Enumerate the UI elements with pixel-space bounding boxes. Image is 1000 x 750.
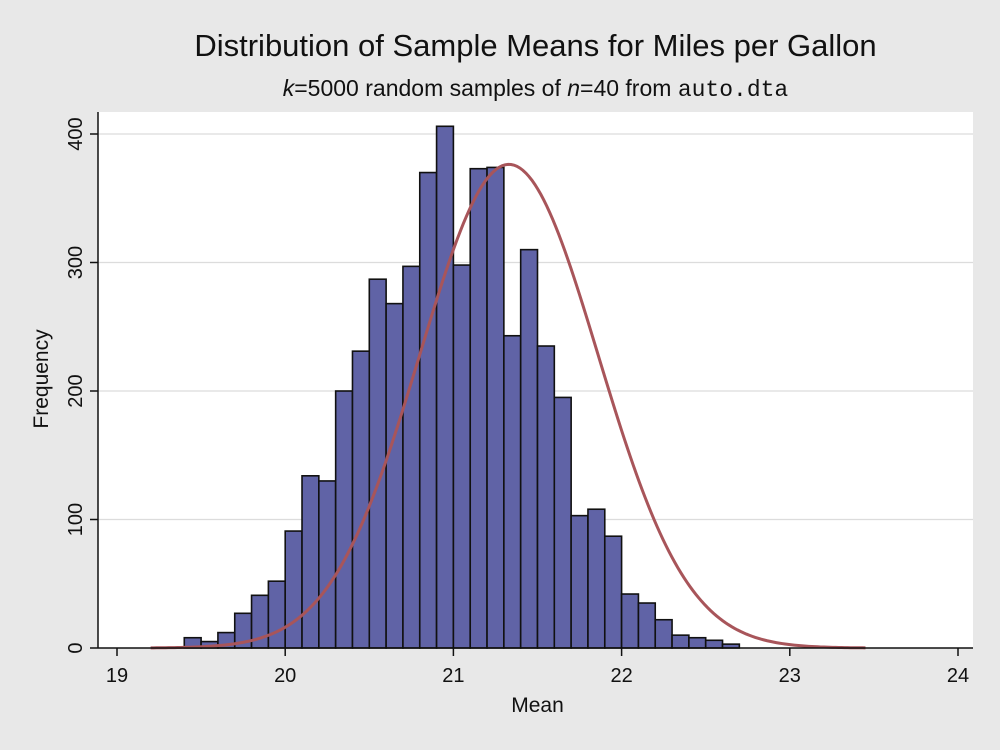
histogram-bar bbox=[385, 302, 404, 649]
histogram-bar bbox=[519, 248, 539, 649]
y-tick-label: 300 bbox=[65, 246, 87, 279]
y-tick-label: 100 bbox=[65, 503, 87, 536]
subtitle-n-text: =40 from bbox=[580, 75, 678, 101]
histogram-bar bbox=[418, 171, 438, 649]
y-tick-label: 400 bbox=[65, 117, 87, 150]
subtitle-k-text: =5000 random samples of bbox=[294, 75, 568, 101]
x-tick-label: 23 bbox=[779, 665, 801, 687]
histogram-bar bbox=[267, 580, 287, 649]
histogram-bar bbox=[486, 166, 505, 649]
histogram-bar bbox=[402, 265, 421, 649]
x-tick-label: 24 bbox=[947, 665, 969, 687]
x-tick-label: 19 bbox=[106, 665, 128, 687]
histogram-bar bbox=[334, 390, 354, 649]
histogram-bar bbox=[536, 345, 556, 649]
histogram-bar bbox=[637, 602, 657, 649]
histogram-bar bbox=[318, 480, 337, 649]
histogram-bar bbox=[553, 396, 572, 649]
histogram-bar bbox=[671, 634, 690, 649]
x-tick-label: 21 bbox=[442, 665, 464, 687]
normal-density-curve bbox=[150, 162, 866, 650]
histogram-bar bbox=[570, 514, 589, 649]
subtitle-dataset: auto.dta bbox=[677, 77, 789, 103]
histogram-bar bbox=[503, 334, 522, 649]
histogram-bar bbox=[587, 508, 606, 649]
histogram-bar bbox=[284, 530, 303, 649]
chart-subtitle: k=5000 random samples of n=40 from auto.… bbox=[98, 75, 973, 103]
histogram-bar bbox=[301, 475, 320, 649]
x-axis-title: Mean bbox=[511, 694, 564, 717]
histogram-bar bbox=[620, 593, 640, 649]
x-tick-label: 20 bbox=[274, 665, 296, 687]
y-tick-label: 200 bbox=[65, 374, 87, 407]
subtitle-n-symbol: n bbox=[567, 75, 581, 101]
histogram-bar bbox=[452, 264, 472, 649]
y-tick-label: 0 bbox=[65, 642, 87, 653]
histogram-bar bbox=[435, 125, 455, 649]
chart-title: Distribution of Sample Means for Miles p… bbox=[194, 28, 877, 63]
subtitle-k-symbol: k bbox=[282, 75, 295, 101]
x-tick-label: 22 bbox=[610, 665, 632, 687]
histogram-bar bbox=[351, 350, 371, 649]
histogram-bar bbox=[469, 167, 488, 649]
y-axis-title: Frequency bbox=[30, 329, 53, 429]
histogram-bar bbox=[704, 639, 724, 649]
histogram-bar bbox=[688, 636, 707, 649]
histogram-bar bbox=[603, 535, 623, 649]
histogram-bar bbox=[654, 618, 673, 649]
